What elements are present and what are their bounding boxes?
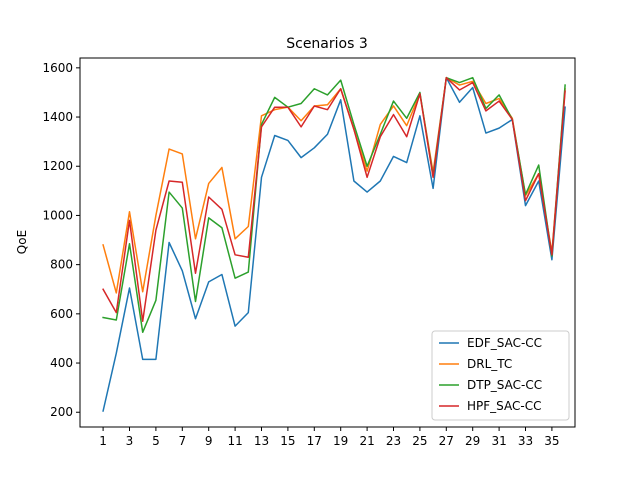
x-tick-label: 9	[205, 434, 213, 448]
series-line-edf-sac-cc	[102, 76, 566, 412]
y-tick-label: 1600	[42, 61, 73, 75]
x-tick-label: 31	[491, 434, 506, 448]
x-tick-label: 17	[307, 434, 322, 448]
legend-label: HPF_SAC-CC	[467, 399, 541, 413]
legend-label: DRL_TC	[467, 357, 512, 371]
y-axis: 200 400 600 800 1000 1200 1400 1600	[42, 61, 80, 419]
series-line-drl-tc	[102, 76, 566, 294]
x-tick-label: 3	[126, 434, 134, 448]
x-axis: 1 3 5 7 9 11 13 15 17 19 21 23 25 27 29 31 33 35	[99, 427, 560, 448]
y-tick-label: 800	[50, 258, 73, 272]
legend-label: DTP_SAC-CC	[467, 378, 542, 392]
x-tick-label: 23	[386, 434, 401, 448]
x-tick-label: 27	[439, 434, 454, 448]
x-tick-label: 5	[152, 434, 160, 448]
series-line-hpf-sac-cc	[102, 76, 566, 322]
x-tick-label: 1	[99, 434, 107, 448]
x-tick-label: 7	[178, 434, 186, 448]
y-tick-label: 600	[50, 307, 73, 321]
x-tick-label: 35	[544, 434, 559, 448]
x-tick-label: 33	[518, 434, 533, 448]
legend: EDF_SAC-CC DRL_TC DTP_SAC-CC HPF_SAC-CC	[431, 330, 570, 421]
x-tick-label: 19	[333, 434, 348, 448]
plot-frame	[79, 57, 576, 428]
x-tick-label: 25	[412, 434, 427, 448]
x-tick-label: 21	[359, 434, 374, 448]
series-line-dtp-sac-cc	[102, 76, 566, 334]
x-tick-label: 15	[280, 434, 295, 448]
y-tick-label: 400	[50, 356, 73, 370]
x-tick-label: 13	[254, 434, 269, 448]
series-layer	[102, 76, 566, 412]
y-axis-label: QoE	[15, 230, 29, 254]
y-tick-label: 1400	[42, 110, 73, 124]
x-tick-label: 11	[227, 434, 242, 448]
legend-label: EDF_SAC-CC	[467, 336, 542, 350]
y-tick-label: 1000	[42, 208, 73, 222]
y-tick-label: 200	[50, 405, 73, 419]
x-tick-label: 29	[465, 434, 480, 448]
chart-title: Scenarios 3	[286, 36, 368, 52]
y-tick-label: 1200	[42, 159, 73, 173]
legend-box	[431, 330, 570, 421]
